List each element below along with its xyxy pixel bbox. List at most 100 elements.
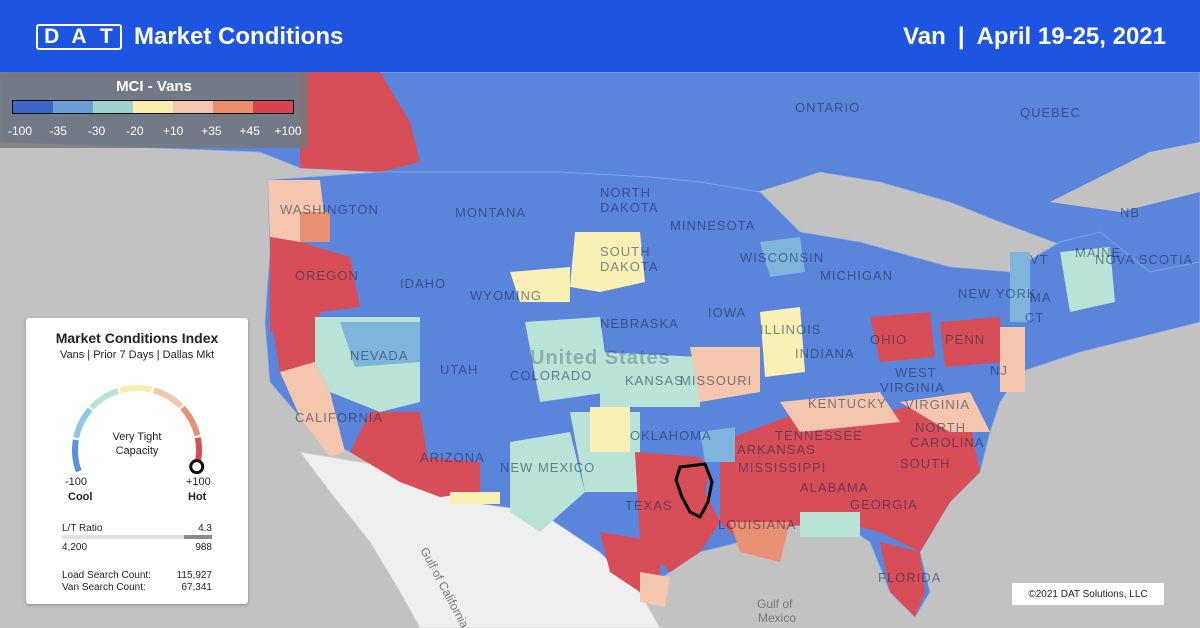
legend-tick: -100 (7, 124, 33, 138)
ohio-hot (870, 312, 935, 362)
label-nebraska: NEBRASKA (600, 316, 679, 331)
load-search-row: Load Search Count: 115,927 (62, 570, 212, 581)
dallas-market-outline[interactable] (674, 462, 714, 519)
gauge-max-label: Hot (188, 491, 207, 503)
illinois-yellow (760, 307, 805, 377)
load-search-label: Load Search Count: (62, 570, 151, 581)
label-quebec: QUEBEC (1020, 105, 1081, 120)
label-georgia: GEORGIA (850, 497, 918, 512)
label-north-dakota-2: DAKOTA (600, 200, 659, 215)
socal-hot (350, 412, 470, 497)
logo-letter: D (44, 25, 60, 48)
colorado-neutral (525, 317, 610, 402)
label-united-states: United States (530, 347, 671, 369)
label-gulf-of-mexico-2: Mexico (758, 611, 796, 625)
mci-gauge (72, 385, 205, 475)
van-search-value: 67,341 (181, 582, 212, 593)
gauge-status: Very Tight Capacity (26, 430, 248, 458)
label-nb: NB (1120, 205, 1140, 220)
gauge-segment (119, 385, 153, 394)
legend-color-scale (12, 100, 294, 114)
truck-count: 988 (195, 542, 212, 553)
label-south-dakota-2: DAKOTA (600, 259, 659, 274)
oklahoma-yellow (590, 407, 630, 452)
load-search-value: 115,927 (176, 570, 212, 581)
label-indiana: INDIANA (795, 346, 855, 361)
label-utah: UTAH (440, 362, 478, 377)
lt-ratio-value: 4.3 (198, 523, 212, 534)
pennsylvania-hot (940, 317, 1005, 367)
gauge-segment (89, 388, 120, 410)
label-north-dakota-1: NORTH (600, 185, 651, 200)
hudson-water (1050, 142, 1200, 212)
label-minnesota: MINNESOTA (670, 218, 755, 233)
legend-swatch (93, 101, 133, 113)
label-texas: TEXAS (625, 498, 673, 513)
legend-swatch (53, 101, 93, 113)
legend-swatch (213, 101, 253, 113)
label-north-carolina-2: CAROLINA (910, 435, 984, 450)
lake (740, 182, 860, 222)
kansas-neutral (600, 352, 700, 407)
arizona-south (420, 457, 480, 497)
copyright-credit: ©2021 DAT Solutions, LLC (1012, 583, 1164, 605)
missouri-warm (690, 347, 760, 402)
label-maine: MAINE (1075, 245, 1121, 260)
louisiana-warm (730, 522, 790, 562)
southeast-hot (720, 402, 980, 552)
gauge-max-value: +100 (186, 476, 211, 488)
florida-hot (880, 542, 925, 617)
market-conditions-card: Market Conditions Index Vans | Prior 7 D… (26, 318, 248, 604)
label-kansas: KANSAS (625, 373, 684, 388)
label-north-carolina-1: NORTH (915, 420, 966, 435)
label-michigan: MICHIGAN (820, 268, 893, 283)
legend-swatch (13, 101, 53, 113)
label-tennessee: TENNESSEE (775, 428, 863, 443)
logo-letter: T (99, 25, 113, 48)
label-south-carolina: SOUTH (900, 456, 951, 471)
label-connecticut: CT (1025, 310, 1044, 325)
date-range: April 19-25, 2021 (976, 23, 1166, 50)
lt-counts-row: 4,200 988 (62, 542, 212, 553)
legend-tick: -35 (49, 124, 67, 138)
vermont-cool (1010, 252, 1030, 322)
label-new-mexico: NEW MEXICO (500, 460, 595, 475)
header-info: Van | April 19-25, 2021 (903, 23, 1166, 51)
legend-swatch (173, 101, 213, 113)
header-bar: D A T Market Conditions Van | April 19-2… (0, 0, 1200, 72)
legend-ticks: -100 -35 -30 -20 +10 +35 +45 +100 (0, 124, 308, 140)
gauge-indicator (189, 459, 205, 475)
legend-tick: -20 (126, 124, 144, 138)
label-oregon: OREGON (295, 268, 359, 283)
label-arkansas: ARKANSAS (737, 442, 816, 457)
label-ohio: OHIO (870, 332, 907, 347)
mci-legend: MCI - Vans -100 -35 -30 -20 +10 +35 +45 +100 (0, 72, 308, 148)
dat-logo: D A T (36, 24, 122, 50)
label-wisconsin: WISCONSIN (740, 250, 824, 265)
gauge-segment (152, 387, 184, 409)
lt-ratio-fill (183, 535, 212, 539)
texas-south-warm (640, 572, 670, 607)
label-illinois: ILLINOIS (760, 322, 821, 337)
oregon-region (270, 237, 360, 332)
label-montana: MONTANA (455, 205, 526, 220)
label-arizona: ARIZONA (420, 450, 485, 465)
label-new-york: NEW YORK (958, 286, 1037, 301)
gauge-status-line2: Capacity (115, 445, 159, 457)
label-nevada: NEVADA (350, 348, 409, 363)
load-count: 4,200 (62, 542, 88, 553)
lt-ratio-bar (62, 535, 212, 539)
label-pennsylvania: PENN (945, 332, 985, 347)
washington-east (300, 212, 330, 242)
label-iowa: IOWA (708, 305, 746, 320)
label-new-jersey: NJ (990, 363, 1008, 378)
gauge-segment (73, 407, 93, 439)
legend-title: MCI - Vans (116, 78, 192, 95)
label-mississippi: MISSISSIPPI (738, 460, 826, 475)
label-louisiana: LOUISIANA (718, 517, 796, 532)
van-search-row: Van Search Count: 67,341 (62, 582, 212, 593)
label-gulf-of-mexico-1: Gulf of (757, 597, 793, 611)
virginia-warm (900, 392, 990, 432)
label-south-dakota-1: SOUTH (600, 244, 651, 259)
page-title: Market Conditions (134, 23, 344, 50)
